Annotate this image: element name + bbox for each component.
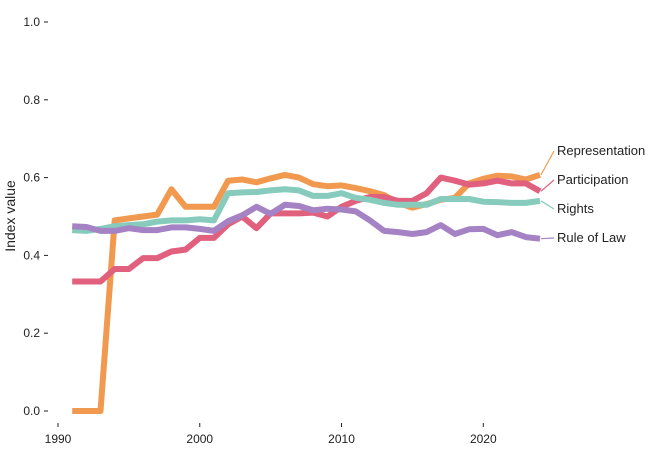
x-tick-label: 1990 xyxy=(45,432,72,446)
x-tick-label: 2000 xyxy=(186,432,213,446)
y-axis: 0.0 0.2 0.4 0.6 0.8 1.0 xyxy=(23,15,48,418)
series-line-representation xyxy=(72,171,541,414)
x-axis: 1990 2000 2010 2020 xyxy=(45,423,497,446)
series-label-leader xyxy=(540,150,555,176)
series-label: Representation xyxy=(557,143,645,158)
x-tick-label: 2010 xyxy=(328,432,355,446)
series-labels: Representation Participation Rights Rule of… xyxy=(540,143,645,245)
series-line-rights xyxy=(72,186,541,234)
series-lines xyxy=(72,171,542,414)
series-label: Rule of Law xyxy=(557,230,626,245)
y-tick-label: 0.2 xyxy=(23,326,40,340)
x-tick-label: 2020 xyxy=(470,432,497,446)
series-label: Participation xyxy=(557,172,629,187)
series-line-participation xyxy=(72,174,542,285)
y-tick-label: 1.0 xyxy=(23,15,40,29)
y-tick-label: 0.0 xyxy=(23,404,40,418)
series-line-rule-of-law xyxy=(72,201,541,242)
series-label-leader xyxy=(540,200,555,210)
y-axis-title: Index value xyxy=(2,180,18,252)
series-label-leader xyxy=(540,237,555,240)
y-tick-label: 0.6 xyxy=(23,171,40,185)
series-label: Rights xyxy=(557,201,594,216)
y-tick-label: 0.4 xyxy=(23,248,40,262)
series-label-leader xyxy=(540,179,555,192)
y-tick-label: 0.8 xyxy=(23,93,40,107)
